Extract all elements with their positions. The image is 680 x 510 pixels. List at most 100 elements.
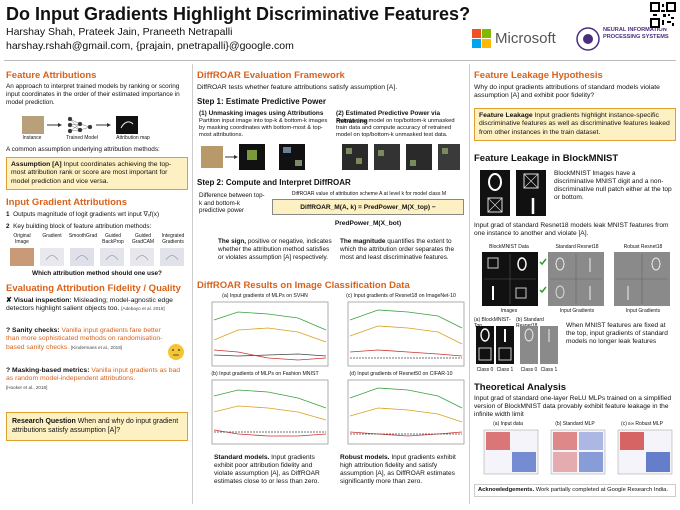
plot-title: (b) Input gradients of MLPs on Fashion M… — [211, 371, 319, 377]
item-number: 2 — [6, 223, 10, 230]
diagram-label: Instance — [22, 135, 42, 141]
paragraph: Input grad of standard one-layer ReLU ML… — [474, 395, 672, 419]
qr-corner — [650, 18, 660, 28]
digit — [488, 173, 502, 191]
gradient-image — [520, 326, 538, 364]
grid-title: BlockMNIST Data — [489, 244, 529, 250]
gradient-digit — [524, 328, 534, 342]
reference: [Kindermans et al., 2018] — [70, 344, 123, 350]
section-heading: Evaluating Attribution Fidelity / Qualit… — [6, 283, 181, 294]
heatmap — [483, 429, 539, 475]
assumption-box: Assumption [A] Input coordinates achievi… — [6, 157, 188, 190]
microsoft-text: Microsoft — [495, 30, 556, 47]
section-heading: DiffROAR Results on Image Classification… — [197, 280, 410, 291]
plot-panel — [347, 379, 465, 445]
thinking-emoji — [168, 344, 184, 360]
leakage-box: Feature Leakage Input gradients highligh… — [474, 108, 676, 141]
robust-note: Robust models. Input gradients exhibit h… — [340, 454, 464, 486]
plot-panel — [211, 301, 329, 367]
top-k-pixels — [247, 150, 257, 160]
theory-plot-title: (b) Standard MLP — [555, 421, 595, 427]
blockmnist-samples — [480, 170, 546, 216]
network-icon — [67, 116, 93, 134]
eval-lead: Masking-based metrics: — [12, 367, 90, 374]
train-data — [406, 144, 432, 170]
emoji-face — [168, 344, 184, 360]
grid-caption: Input Gradients — [625, 308, 661, 314]
heatmap — [550, 429, 606, 475]
paragraph: When MNIST features are fixed at the top… — [566, 322, 668, 346]
theory-plot-title: (a) Input data — [493, 421, 523, 427]
column-rule — [469, 64, 470, 504]
test-data — [374, 144, 400, 170]
attribution-map-edge — [120, 121, 134, 129]
qr-corner — [666, 2, 676, 12]
step-heading: Step 2: Compute and Interpret DiffROAR — [197, 178, 351, 187]
attribution-diagram — [22, 116, 138, 134]
class-label: Class 1 — [496, 367, 514, 373]
sign-lead: The sign, — [218, 238, 247, 245]
column-rule — [192, 64, 193, 504]
step2-text: Difference between top-k and bottom-k pr… — [199, 192, 265, 215]
eval-text: Vanilla input gradients as bad as random… — [6, 367, 181, 383]
original-image — [10, 248, 34, 266]
formula-box: DiffROAR_M(A, k) = PredPower_M(X_top) − … — [272, 199, 464, 227]
subsection-heading: Theoretical Analysis — [474, 382, 567, 393]
plot-title: (a) Input gradients of MLPs on SVHN — [222, 293, 308, 299]
unmasking-illustration — [201, 144, 305, 170]
logo-ring — [576, 27, 600, 51]
logo-square — [482, 39, 491, 48]
list-item: 1 Outputs magnitude of logit gradients w… — [6, 211, 188, 219]
theory-plot-title: (c) ε∞ Robust MLP — [621, 421, 663, 427]
null-patch — [498, 347, 512, 361]
qr-code — [650, 2, 676, 28]
method-label: Guided GradCAM — [131, 233, 155, 245]
emoji-eye — [172, 349, 174, 351]
method-label: Gradient — [42, 233, 62, 239]
question: Which attribution method should one use? — [32, 270, 162, 277]
rq-lead: Research Question — [12, 418, 76, 425]
magnitude-lead: The magnitude — [340, 238, 386, 245]
assumption-lead: Assumption [A] — [11, 161, 62, 168]
logo-square — [482, 29, 491, 38]
leakage-lead: Feature Leakage — [479, 112, 533, 119]
substep-text: Retrain new model on top/bottom-k unmask… — [336, 118, 455, 139]
sample-image — [480, 170, 510, 216]
bullet: ✘ — [6, 297, 12, 304]
class-label: Class 1 — [540, 367, 558, 373]
gradient-grid — [614, 252, 670, 306]
sign-text: positive or negative, indicates whether … — [218, 238, 332, 261]
substep-title: (2) Estimated Predictive Power via Retra… — [336, 110, 441, 125]
null-patch — [487, 197, 503, 213]
magnitude-text: quantifies the extent to which the attri… — [340, 238, 455, 261]
reference: [Hooker et al., 2018] — [6, 384, 48, 390]
magnitude-note: The magnitude quantifies the extent to w… — [340, 238, 462, 261]
paragraph: A common assumption underlying attributi… — [6, 146, 160, 153]
substep-title: (1) Unmasking images using Attributions — [199, 110, 324, 117]
gradient-grid — [548, 252, 604, 306]
image-grid — [482, 252, 538, 306]
method-label: Original Image — [13, 233, 31, 245]
saliency-image — [40, 248, 64, 266]
standard-note: Standard models. Input gradients exhibit… — [214, 454, 332, 486]
eval-lead: Sanity checks: — [12, 327, 60, 334]
step-heading: Step 1: Estimate Predictive Power — [197, 97, 326, 106]
paragraph: BlockMNIST Images have a discriminative … — [554, 170, 672, 202]
assumption-text: Input coordinates achieving the top-most… — [11, 161, 172, 185]
eval-item: ✘ Visual inspection: Misleading; model-a… — [6, 297, 188, 314]
paragraph: Input grad of standard Resnet18 models l… — [474, 222, 669, 238]
robust-text: Input gradients exhibit high attribution… — [340, 454, 456, 486]
logo-square — [472, 39, 481, 48]
qr-corner — [650, 2, 660, 12]
bullet: ? — [6, 327, 11, 334]
plot-title: (c) Input gradients of Resnet18 on Image… — [346, 293, 456, 299]
item-number: 1 — [6, 211, 10, 218]
leakage-grids — [482, 252, 670, 306]
paragraph: DiffROAR tests whether feature attributi… — [197, 84, 398, 91]
section-heading: Feature Leakage Hypothesis — [474, 70, 603, 81]
top-title: (b) Standard Resnet18 — [516, 317, 544, 329]
item-text: Key building block of feature attributio… — [13, 223, 152, 230]
plot-title: (d) Input gradients of Resnet50 on CIFAR… — [349, 371, 453, 377]
theory-plots — [483, 429, 673, 475]
